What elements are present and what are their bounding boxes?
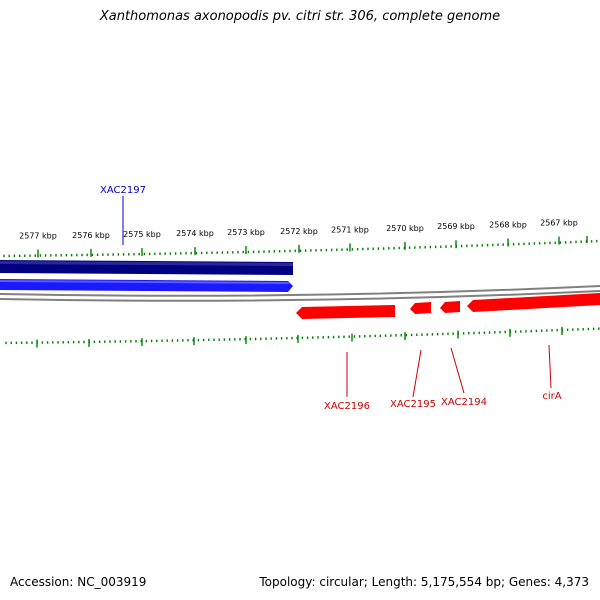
ruler-tick-label: 2572 kbp bbox=[280, 227, 318, 236]
leader-xac2195 bbox=[412, 349, 422, 398]
ruler-tick-label: 2577 kbp bbox=[19, 232, 57, 241]
genome-backbone-outer bbox=[0, 285, 600, 297]
ruler-labels: 2577 kbp 2576 kbp 2575 kbp 2574 kbp 2573 kbp… bbox=[19, 219, 578, 241]
gene-xac2197-highlight bbox=[0, 280, 290, 284]
gene-label-cira[interactable]: cirA bbox=[542, 391, 561, 402]
ruler-tick-label: 2575 kbp bbox=[123, 230, 161, 239]
leader-cira bbox=[548, 344, 552, 389]
topology-text: Topology: circular; Length: 5,175,554 bp… bbox=[259, 575, 589, 589]
upper-ruler bbox=[3, 236, 598, 258]
gene-label-xac2195[interactable]: XAC2195 bbox=[390, 399, 436, 410]
ruler-tick-label: 2570 kbp bbox=[386, 224, 424, 233]
gene-cira-arrow[interactable] bbox=[467, 293, 600, 312]
ruler-tick-label: 2569 kbp bbox=[437, 222, 475, 231]
ruler-tick-label: 2568 kbp bbox=[489, 220, 527, 229]
gene-xac2195-arrow[interactable] bbox=[410, 302, 431, 314]
gene-label-xac2194[interactable]: XAC2194 bbox=[441, 397, 487, 408]
gene-label-xac2197[interactable]: XAC2197 bbox=[100, 185, 146, 196]
lower-ruler bbox=[5, 327, 600, 348]
gene-xac2194-arrow[interactable] bbox=[440, 301, 460, 313]
forward-strand-track-dark-highlight bbox=[0, 261, 293, 266]
gene-xac2196-arrow[interactable] bbox=[296, 305, 395, 319]
accession-text: Accession: NC_003919 bbox=[10, 575, 147, 589]
ruler-tick-label: 2573 kbp bbox=[227, 228, 265, 237]
ruler-tick-label: 2571 kbp bbox=[331, 225, 369, 234]
ruler-tick-label: 2576 kbp bbox=[72, 231, 110, 240]
ruler-tick-label: 2567 kbp bbox=[540, 219, 578, 228]
genome-title: Xanthomonas axonopodis pv. citri str. 30… bbox=[99, 9, 501, 24]
genome-backbone-inner bbox=[0, 290, 600, 302]
ruler-tick-label: 2574 kbp bbox=[176, 229, 214, 238]
leader-xac2194 bbox=[450, 347, 465, 394]
gene-label-xac2196[interactable]: XAC2196 bbox=[324, 401, 370, 412]
